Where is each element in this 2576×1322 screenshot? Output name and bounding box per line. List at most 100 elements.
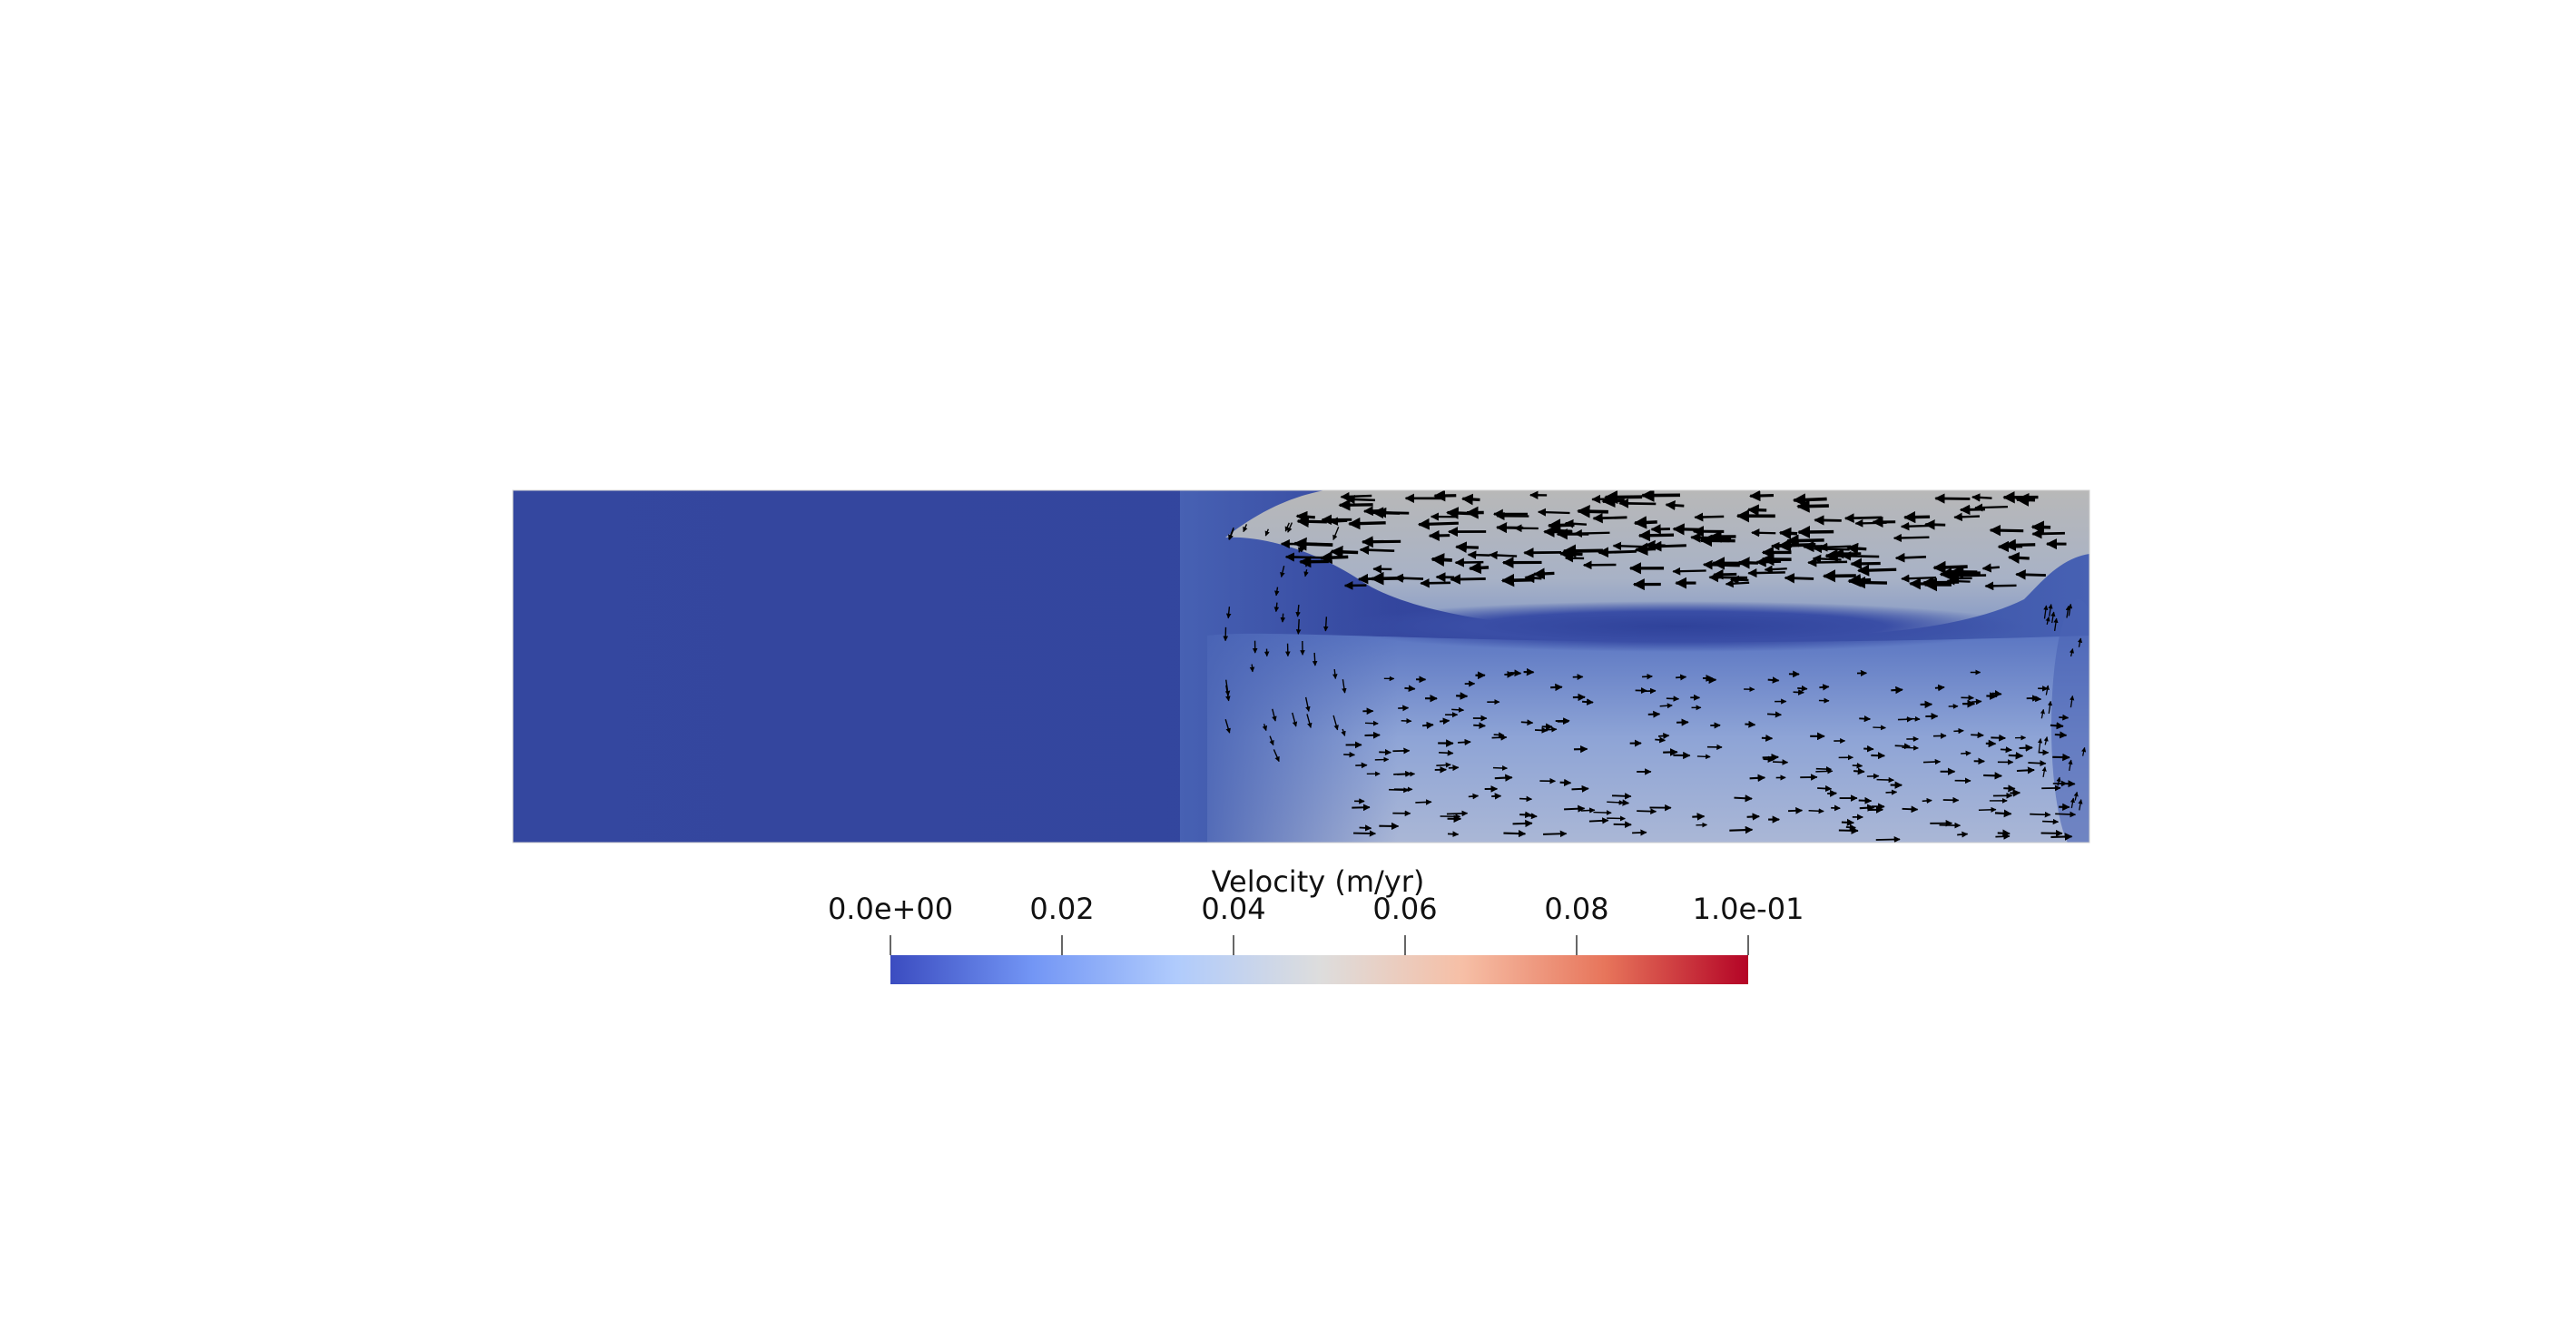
velocity-arrow: [1642, 673, 1653, 680]
velocity-arrow: [1454, 557, 1484, 567]
colorbar-title: Velocity (m/yr): [1212, 864, 1425, 899]
velocity-arrow: [1558, 548, 1583, 560]
velocity-arrow: [1815, 766, 1833, 773]
velocity-arrow: [1564, 518, 1588, 528]
velocity-arrow: [1995, 833, 2011, 840]
velocity-arrow: [1404, 685, 1416, 693]
velocity-arrow: [2068, 759, 2073, 771]
velocity-arrow: [1692, 813, 1706, 821]
velocity-arrow: [1632, 829, 1647, 836]
velocity-arrow: [1906, 715, 1921, 722]
velocity-arrow: [1812, 554, 1842, 564]
velocity-arrow: [2028, 760, 2047, 767]
velocity-arrow: [1813, 544, 1850, 554]
velocity-arrow: [2019, 744, 2033, 752]
velocity-arrow: [1338, 498, 1373, 511]
velocity-arrow: [1611, 793, 1632, 800]
velocity-arrow: [1633, 516, 1657, 529]
velocity-arrow: [1322, 617, 1329, 632]
velocity-arrow: [1885, 789, 1898, 795]
velocity-arrow: [1854, 518, 1887, 528]
velocity-arrow: [1713, 568, 1737, 580]
velocity-arrow: [1284, 522, 1290, 532]
velocity-arrow: [1749, 490, 1775, 502]
velocity-arrow: [2059, 714, 2070, 721]
velocity-arrow: [1793, 689, 1804, 696]
velocity-arrow: [1991, 689, 2002, 697]
velocity-arrow: [1797, 685, 1808, 692]
velocity-field-domain: [513, 490, 2089, 843]
velocity-arrow: [1901, 574, 1937, 583]
velocity-arrow: [1448, 765, 1460, 772]
velocity-arrow: [1808, 808, 1824, 814]
velocity-arrow: [1534, 726, 1549, 734]
velocity-arrow: [2045, 616, 2050, 625]
velocity-arrow: [1362, 506, 1385, 517]
velocity-arrow: [1389, 787, 1410, 794]
velocity-arrow: [1672, 523, 1702, 536]
velocity-arrow: [1665, 500, 1685, 511]
colorbar-tick-label: 0.06: [1372, 892, 1437, 926]
velocity-arrow: [1348, 517, 1386, 530]
velocity-arrow: [1547, 518, 1575, 532]
velocity-arrow: [1287, 522, 1293, 533]
velocity-arrow: [2081, 746, 2087, 756]
velocity-arrow: [1593, 810, 1612, 815]
velocity-arrow: [2040, 708, 2045, 719]
velocity-arrow: [1891, 686, 1903, 695]
velocity-arrow: [2044, 685, 2050, 696]
velocity-arrow: [1857, 564, 1897, 577]
velocity-arrow: [1953, 727, 1964, 735]
velocity-arrow: [1468, 793, 1480, 800]
velocity-arrow: [1431, 553, 1452, 567]
velocity-arrow: [1749, 774, 1766, 783]
velocity-arrow: [1417, 518, 1459, 530]
velocity-arrow: [1997, 829, 2011, 837]
velocity-arrow: [2037, 738, 2043, 754]
velocity-arrow: [1224, 679, 1231, 696]
velocity-arrow: [1900, 521, 1934, 531]
velocity-arrow: [1571, 784, 1589, 793]
field-lower-right-region: [1207, 633, 2089, 843]
velocity-arrow: [2077, 637, 2083, 647]
velocity-arrow: [1617, 799, 1630, 806]
velocity-arrow: [1451, 706, 1465, 713]
velocity-arrow: [1784, 573, 1814, 584]
velocity-arrow: [2050, 833, 2073, 841]
velocity-arrow: [1332, 668, 1338, 679]
velocity-arrow: [2041, 766, 2047, 778]
velocity-arrow: [1725, 579, 1750, 588]
velocity-arrow: [1532, 567, 1555, 580]
velocity-arrow: [1876, 776, 1894, 784]
velocity-arrow: [2056, 776, 2061, 786]
velocity-arrow: [1644, 539, 1666, 551]
velocity-arrow: [1361, 536, 1401, 548]
velocity-arrow: [1494, 774, 1513, 782]
velocity-arrow: [1601, 494, 1625, 508]
velocity-arrow: [1894, 743, 1911, 750]
velocity-arrow: [1957, 831, 1969, 838]
velocity-arrow: [1598, 547, 1637, 558]
velocity-arrow: [1519, 795, 1533, 803]
velocity-arrow: [1559, 778, 1572, 786]
velocity-arrow: [1637, 529, 1675, 542]
velocity-arrow: [1364, 720, 1379, 726]
velocity-arrow: [1262, 724, 1268, 732]
colorbar-tick-label: 0.08: [1544, 892, 1608, 926]
velocity-arrow: [1524, 572, 1542, 584]
velocity-arrow: [1468, 561, 1490, 575]
velocity-arrow: [1762, 753, 1779, 762]
velocity-arrow: [1332, 527, 1340, 540]
velocity-arrow: [1822, 569, 1856, 583]
velocity-arrow: [1359, 824, 1372, 832]
velocity-arrow: [1859, 715, 1872, 723]
velocity-arrow: [1224, 719, 1231, 734]
velocity-arrow: [1666, 696, 1680, 702]
velocity-arrow: [1370, 571, 1404, 586]
velocity-arrow: [1304, 696, 1311, 712]
velocity-arrow: [1658, 733, 1670, 739]
velocity-arrow: [1747, 568, 1785, 578]
colorbar-tick-label: 0.0e+00: [828, 892, 953, 926]
velocity-arrow: [1807, 557, 1848, 567]
velocity-arrow: [1946, 577, 1971, 586]
